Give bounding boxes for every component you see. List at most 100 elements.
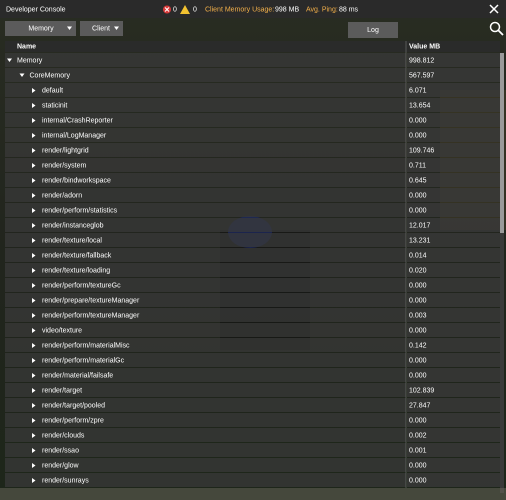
row-background[interactable] bbox=[5, 68, 406, 82]
row-background[interactable] bbox=[5, 233, 406, 247]
value-cell-background bbox=[407, 53, 500, 67]
scrollbar-thumb[interactable] bbox=[500, 53, 504, 233]
row-name: internal/CrashReporter bbox=[42, 117, 113, 124]
expand-arrow[interactable] bbox=[32, 163, 36, 168]
row-name: render/texture/loading bbox=[42, 267, 110, 274]
log-button-label[interactable]: Log bbox=[367, 27, 379, 34]
row-background[interactable] bbox=[5, 473, 406, 487]
value-cell-background bbox=[407, 83, 500, 97]
expand-arrow[interactable] bbox=[32, 463, 36, 468]
expand-arrow[interactable] bbox=[32, 328, 36, 333]
log-button[interactable] bbox=[348, 22, 398, 38]
search-button[interactable] bbox=[489, 21, 501, 33]
view-dropdown[interactable] bbox=[5, 21, 76, 36]
expand-arrow[interactable] bbox=[32, 358, 36, 363]
expand-arrow[interactable] bbox=[32, 118, 36, 123]
expand-arrow[interactable] bbox=[32, 313, 36, 318]
expand-arrow[interactable] bbox=[32, 133, 36, 138]
value-cell-background bbox=[407, 203, 500, 217]
close-button[interactable] bbox=[489, 4, 499, 14]
row-value: 0.000 bbox=[409, 357, 427, 364]
value-cell-background bbox=[407, 113, 500, 127]
row-value: 0.711 bbox=[409, 162, 426, 169]
row-background[interactable] bbox=[5, 203, 406, 217]
row-background[interactable] bbox=[5, 173, 406, 187]
expand-arrow[interactable] bbox=[32, 478, 36, 483]
row-background[interactable] bbox=[5, 338, 406, 352]
row-name: render/perform/textureGc bbox=[42, 282, 121, 289]
value-cell-background bbox=[407, 383, 500, 397]
expand-arrow[interactable] bbox=[32, 268, 36, 273]
row-name: render/adorn bbox=[42, 192, 82, 199]
expand-arrow[interactable] bbox=[32, 148, 36, 153]
row-background[interactable] bbox=[5, 113, 406, 127]
expand-arrow[interactable] bbox=[32, 418, 36, 423]
row-background[interactable] bbox=[5, 188, 406, 202]
expand-arrow[interactable] bbox=[32, 178, 36, 183]
value-cell-background bbox=[407, 308, 500, 322]
row-background[interactable] bbox=[5, 83, 406, 97]
row-background[interactable] bbox=[5, 218, 406, 232]
row-background[interactable] bbox=[5, 263, 406, 277]
expand-arrow[interactable] bbox=[32, 388, 36, 393]
expand-arrow[interactable] bbox=[32, 88, 36, 93]
row-name: render/target/pooled bbox=[42, 402, 105, 409]
row-name: render/perform/materialMisc bbox=[42, 342, 130, 349]
row-background[interactable] bbox=[5, 443, 406, 457]
row-background[interactable] bbox=[5, 428, 406, 442]
row-background[interactable] bbox=[5, 398, 406, 412]
row-background[interactable] bbox=[5, 143, 406, 157]
row-background[interactable] bbox=[5, 353, 406, 367]
row-value: 0.142 bbox=[409, 342, 427, 349]
row-background[interactable] bbox=[5, 278, 406, 292]
expand-arrow[interactable] bbox=[32, 208, 36, 213]
row-background[interactable] bbox=[5, 458, 406, 472]
row-background[interactable] bbox=[5, 158, 406, 172]
row-name: render/ssao bbox=[42, 447, 79, 454]
row-background[interactable] bbox=[5, 293, 406, 307]
expand-arrow[interactable] bbox=[32, 103, 36, 108]
row-value: 0.000 bbox=[409, 192, 427, 199]
expand-arrow[interactable] bbox=[32, 298, 36, 303]
target-dropdown[interactable] bbox=[80, 21, 123, 36]
expand-arrow[interactable] bbox=[32, 193, 36, 198]
expand-arrow[interactable] bbox=[32, 373, 36, 378]
column-header[interactable]: Name bbox=[17, 43, 36, 50]
row-name: render/clouds bbox=[42, 432, 85, 439]
row-value: 0.020 bbox=[409, 267, 427, 274]
expand-arrow[interactable] bbox=[32, 253, 36, 258]
expand-arrow[interactable] bbox=[32, 448, 36, 453]
row-background[interactable] bbox=[5, 98, 406, 112]
row-name: CoreMemory bbox=[30, 72, 71, 79]
expand-arrow[interactable] bbox=[32, 283, 36, 288]
column-header[interactable]: Value MB bbox=[409, 43, 440, 50]
target-dropdown-label[interactable]: Client bbox=[92, 25, 110, 32]
row-background[interactable] bbox=[5, 323, 406, 337]
expand-arrow[interactable] bbox=[19, 73, 25, 78]
expand-arrow[interactable] bbox=[32, 238, 36, 243]
row-value: 27.847 bbox=[409, 402, 431, 409]
row-value: 0.003 bbox=[409, 312, 427, 319]
row-name: render/perform/textureManager bbox=[42, 312, 140, 319]
ping-label: Avg. Ping: bbox=[306, 6, 338, 13]
row-value: 0.002 bbox=[409, 432, 427, 439]
row-background[interactable] bbox=[5, 248, 406, 262]
value-cell-background bbox=[407, 98, 500, 112]
row-background[interactable] bbox=[5, 53, 406, 67]
expand-arrow[interactable] bbox=[32, 343, 36, 348]
value-cell-background bbox=[407, 173, 500, 187]
row-name: video/texture bbox=[42, 327, 82, 334]
row-background[interactable] bbox=[5, 128, 406, 142]
value-cell-background bbox=[407, 263, 500, 277]
row-name: Memory bbox=[17, 57, 43, 64]
expand-arrow[interactable] bbox=[32, 433, 36, 438]
expand-arrow[interactable] bbox=[7, 58, 12, 63]
view-dropdown-label[interactable]: Memory bbox=[28, 25, 54, 32]
row-background[interactable] bbox=[5, 413, 406, 427]
row-background[interactable] bbox=[5, 308, 406, 322]
expand-arrow[interactable] bbox=[32, 403, 36, 408]
expand-arrow[interactable] bbox=[32, 223, 36, 228]
row-background[interactable] bbox=[5, 383, 406, 397]
row-background[interactable] bbox=[5, 368, 406, 382]
